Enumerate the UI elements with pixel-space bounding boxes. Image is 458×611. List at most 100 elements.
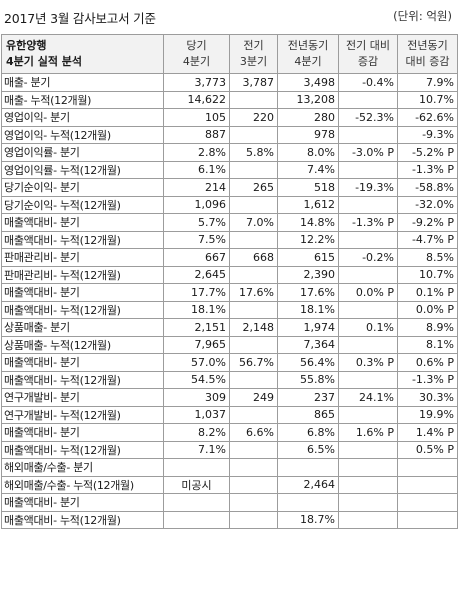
yoy-change-cell — [397, 493, 458, 512]
row-label: 매출액대비- 누적(12개월) — [1, 370, 164, 389]
yoy-change-cell: -1.3% P — [397, 370, 458, 389]
previous-quarter-cell: 265 — [229, 178, 278, 197]
current-quarter-cell: 3,773 — [163, 73, 230, 92]
previous-quarter-cell: 7.0% — [229, 213, 278, 232]
year-ago-cell: 56.4% — [277, 353, 339, 372]
table-header-row: 유한양행 4분기 실적 분석 당기 4분기 전기 3분기 전년동기 4분기 전기 대비… — [1, 34, 458, 74]
row-label: 매출액대비- 분기 — [1, 493, 164, 512]
yoy-change-cell — [397, 475, 458, 494]
previous-quarter-cell — [229, 230, 278, 249]
year-ago-cell: 6.5% — [277, 440, 339, 459]
table-row: 당기순이익- 분기 214 265 518 -19.3% -58.8% — [1, 178, 458, 197]
row-label: 매출액대비- 분기 — [1, 353, 164, 372]
yoy-change-cell: 30.3% — [397, 388, 458, 407]
year-ago-cell: 13,208 — [277, 90, 339, 109]
row-label: 매출액대비- 분기 — [1, 423, 164, 442]
qoq-change-cell — [338, 230, 398, 249]
yoy-change-cell: -9.2% P — [397, 213, 458, 232]
header-previous-quarter: 전기 3분기 — [229, 34, 278, 74]
table-row: 판매관리비- 누적(12개월) 2,645 2,390 10.7% — [1, 265, 458, 284]
current-quarter-cell: 17.7% — [163, 283, 230, 302]
current-quarter-cell: 667 — [163, 248, 230, 267]
previous-quarter-cell: 17.6% — [229, 283, 278, 302]
year-ago-cell: 1,974 — [277, 318, 339, 337]
current-quarter-cell: 2,151 — [163, 318, 230, 337]
qoq-change-cell: 24.1% — [338, 388, 398, 407]
previous-quarter-cell — [229, 458, 278, 477]
previous-quarter-cell: 249 — [229, 388, 278, 407]
yoy-change-cell: -32.0% — [397, 195, 458, 214]
current-quarter-cell: 105 — [163, 108, 230, 127]
row-label: 상품매출- 분기 — [1, 318, 164, 337]
yoy-change-cell: 8.9% — [397, 318, 458, 337]
qoq-change-cell — [338, 335, 398, 354]
table-row: 매출- 분기 3,773 3,787 3,498 -0.4% 7.9% — [1, 73, 458, 92]
row-label: 매출액대비- 누적(12개월) — [1, 510, 164, 529]
header-qoq-change: 전기 대비 증감 — [338, 34, 398, 74]
previous-quarter-cell — [229, 125, 278, 144]
row-label: 매출액대비- 누적(12개월) — [1, 230, 164, 249]
yoy-change-cell — [397, 510, 458, 529]
row-label: 영업이익- 누적(12개월) — [1, 125, 164, 144]
year-ago-cell: 12.2% — [277, 230, 339, 249]
table-row: 매출액대비- 분기 57.0% 56.7% 56.4% 0.3% P 0.6% P — [1, 353, 458, 372]
previous-quarter-cell — [229, 335, 278, 354]
previous-quarter-cell: 3,787 — [229, 73, 278, 92]
year-ago-cell: 3,498 — [277, 73, 339, 92]
current-quarter-cell: 57.0% — [163, 353, 230, 372]
row-label: 판매관리비- 분기 — [1, 248, 164, 267]
table-row: 매출액대비- 누적(12개월) 7.1% 6.5% 0.5% P — [1, 440, 458, 459]
row-label: 매출액대비- 누적(12개월) — [1, 300, 164, 319]
year-ago-cell: 2,464 — [277, 475, 339, 494]
report-caption: 2017년 3월 감사보고서 기준 (단위: 억원) — [0, 0, 458, 34]
current-quarter-cell: 887 — [163, 125, 230, 144]
row-label: 상품매출- 누적(12개월) — [1, 335, 164, 354]
yoy-change-cell: -62.6% — [397, 108, 458, 127]
qoq-change-cell: 0.3% P — [338, 353, 398, 372]
qoq-change-cell — [338, 125, 398, 144]
table-row: 상품매출- 누적(12개월) 7,965 7,364 8.1% — [1, 335, 458, 354]
qoq-change-cell — [338, 475, 398, 494]
table-row: 당기순이익- 누적(12개월) 1,096 1,612 -32.0% — [1, 195, 458, 214]
table-row: 영업이익- 분기 105 220 280 -52.3% -62.6% — [1, 108, 458, 127]
year-ago-cell: 14.8% — [277, 213, 339, 232]
row-label: 연구개발비- 분기 — [1, 388, 164, 407]
qoq-change-cell — [338, 195, 398, 214]
previous-quarter-cell: 668 — [229, 248, 278, 267]
row-label: 매출액대비- 분기 — [1, 283, 164, 302]
current-quarter-cell: 2.8% — [163, 143, 230, 162]
previous-quarter-cell — [229, 90, 278, 109]
year-ago-cell: 8.0% — [277, 143, 339, 162]
table-row: 해외매출/수출- 분기 — [1, 458, 458, 477]
current-quarter-cell: 1,037 — [163, 405, 230, 424]
table-body: 매출- 분기 3,773 3,787 3,498 -0.4% 7.9% 매출- 누적(12개… — [1, 73, 458, 529]
current-quarter-cell: 6.1% — [163, 160, 230, 179]
row-label: 연구개발비- 누적(12개월) — [1, 405, 164, 424]
table-row: 매출액대비- 분기 5.7% 7.0% 14.8% -1.3% P -9.2% P — [1, 213, 458, 232]
table-row: 영업이익- 누적(12개월) 887 978 -9.3% — [1, 125, 458, 144]
header-company-cell: 유한양행 4분기 실적 분석 — [1, 34, 164, 74]
current-quarter-cell: 54.5% — [163, 370, 230, 389]
company-name: 유한양행 — [6, 39, 47, 52]
yoy-change-cell: 10.7% — [397, 265, 458, 284]
table-subtitle: 4분기 실적 분석 — [6, 55, 83, 68]
current-quarter-cell — [163, 458, 230, 477]
year-ago-cell: 237 — [277, 388, 339, 407]
qoq-change-cell — [338, 440, 398, 459]
table-row: 매출액대비- 분기 8.2% 6.6% 6.8% 1.6% P 1.4% P — [1, 423, 458, 442]
row-label: 매출- 누적(12개월) — [1, 90, 164, 109]
year-ago-cell: 18.7% — [277, 510, 339, 529]
yoy-change-cell — [397, 458, 458, 477]
current-quarter-cell — [163, 493, 230, 512]
current-quarter-cell: 2,645 — [163, 265, 230, 284]
qoq-change-cell: -52.3% — [338, 108, 398, 127]
qoq-change-cell — [338, 405, 398, 424]
header-current-quarter: 당기 4분기 — [163, 34, 230, 74]
qoq-change-cell — [338, 458, 398, 477]
qoq-change-cell — [338, 160, 398, 179]
qoq-change-cell — [338, 493, 398, 512]
row-label: 당기순이익- 누적(12개월) — [1, 195, 164, 214]
yoy-change-cell: 8.1% — [397, 335, 458, 354]
yoy-change-cell: -5.2% P — [397, 143, 458, 162]
yoy-change-cell: 0.6% P — [397, 353, 458, 372]
